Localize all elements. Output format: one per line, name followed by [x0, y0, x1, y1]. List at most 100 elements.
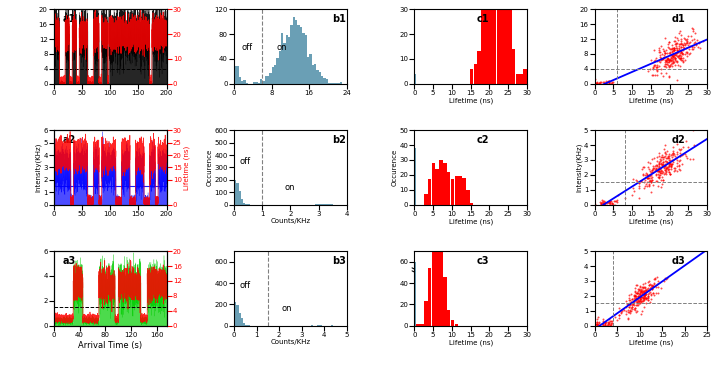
- Point: [596, 197, 607, 203]
- Bar: [335, 83, 337, 84]
- Point: [642, 164, 653, 170]
- Point: [657, 161, 668, 167]
- Point: [638, 180, 649, 186]
- Point: [635, 299, 646, 305]
- Bar: [326, 79, 328, 84]
- Point: [652, 178, 663, 184]
- Point: [606, 201, 617, 206]
- Point: [663, 161, 674, 167]
- Point: [669, 51, 681, 57]
- Point: [671, 45, 682, 51]
- Point: [663, 169, 675, 175]
- Point: [639, 183, 651, 189]
- Point: [663, 58, 674, 64]
- Point: [651, 166, 662, 172]
- Point: [658, 54, 670, 60]
- Bar: [297, 25, 300, 84]
- Point: [649, 281, 661, 287]
- Point: [630, 282, 642, 288]
- Point: [631, 299, 643, 305]
- Point: [658, 146, 669, 152]
- Point: [645, 173, 656, 179]
- Point: [595, 201, 607, 207]
- Bar: [414, 262, 416, 326]
- Point: [645, 179, 656, 184]
- Point: [667, 55, 679, 61]
- Point: [597, 316, 608, 322]
- Point: [603, 79, 615, 85]
- Point: [645, 296, 657, 302]
- Point: [669, 167, 681, 173]
- Point: [638, 291, 650, 296]
- Point: [592, 322, 603, 328]
- Bar: [267, 76, 269, 84]
- Point: [603, 80, 615, 86]
- Point: [667, 58, 679, 64]
- Point: [602, 320, 614, 325]
- Point: [643, 282, 654, 288]
- Point: [674, 55, 686, 61]
- Point: [634, 297, 645, 303]
- Point: [653, 47, 665, 53]
- Point: [663, 59, 675, 64]
- Point: [597, 200, 609, 206]
- Point: [651, 172, 662, 178]
- Point: [624, 300, 635, 306]
- Point: [633, 294, 644, 299]
- Point: [639, 295, 651, 301]
- Point: [602, 319, 613, 325]
- Point: [659, 61, 671, 67]
- Bar: [447, 172, 450, 205]
- Point: [660, 58, 671, 64]
- Point: [663, 163, 674, 169]
- Point: [653, 278, 664, 284]
- Point: [656, 168, 668, 173]
- Point: [680, 138, 691, 144]
- Point: [671, 36, 683, 41]
- Point: [603, 78, 615, 84]
- Point: [631, 178, 643, 184]
- Point: [652, 168, 663, 174]
- Point: [659, 59, 671, 64]
- Point: [668, 157, 679, 163]
- Text: a3: a3: [63, 256, 76, 266]
- Point: [673, 41, 685, 47]
- Point: [675, 41, 686, 47]
- Point: [650, 291, 661, 296]
- Point: [639, 289, 651, 295]
- Point: [686, 25, 698, 31]
- Point: [673, 52, 685, 58]
- Point: [659, 170, 671, 176]
- Point: [620, 195, 631, 201]
- Point: [671, 168, 683, 173]
- Point: [638, 284, 649, 290]
- Point: [665, 56, 676, 61]
- Point: [660, 154, 671, 160]
- Point: [669, 56, 681, 61]
- Point: [648, 169, 659, 175]
- Text: on: on: [285, 183, 295, 192]
- Point: [597, 322, 609, 328]
- Point: [676, 49, 687, 55]
- Point: [668, 48, 679, 53]
- Point: [636, 284, 648, 290]
- Point: [639, 292, 651, 298]
- Point: [657, 162, 668, 168]
- Point: [635, 288, 646, 294]
- Bar: [293, 17, 295, 84]
- Bar: [432, 209, 435, 326]
- Point: [676, 57, 687, 63]
- Point: [642, 175, 653, 181]
- Point: [660, 57, 671, 63]
- Point: [597, 200, 608, 206]
- Point: [642, 171, 653, 177]
- Point: [660, 58, 671, 64]
- Point: [626, 296, 638, 302]
- Point: [630, 305, 641, 311]
- Point: [657, 56, 668, 61]
- Point: [642, 179, 653, 185]
- X-axis label: Lifetime (ns): Lifetime (ns): [629, 219, 673, 225]
- Point: [655, 165, 666, 171]
- Point: [607, 202, 619, 208]
- Point: [648, 292, 660, 298]
